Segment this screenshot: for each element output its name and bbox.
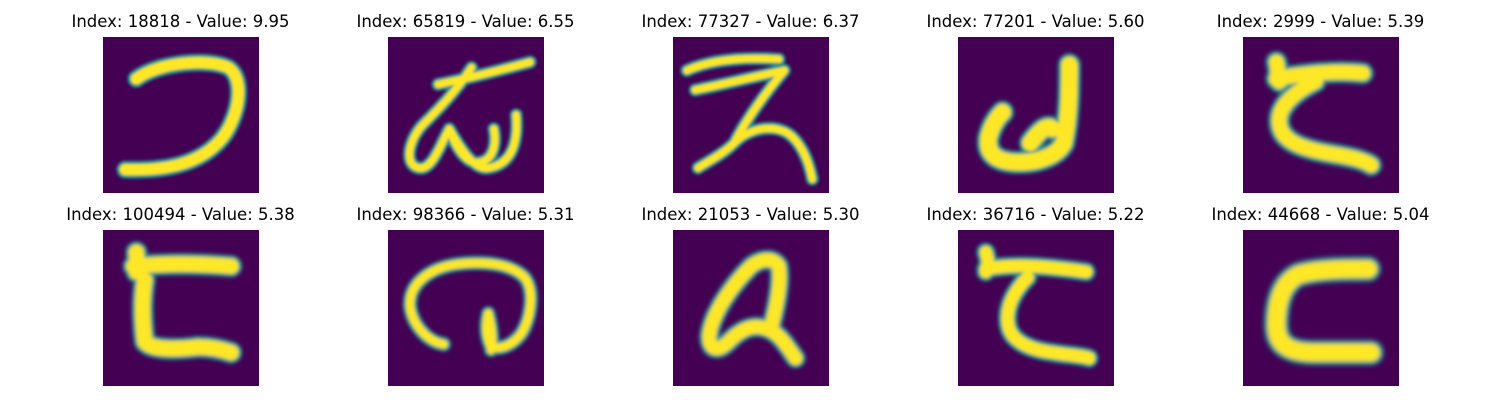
panel-title: Index: 98366 - Value: 5.31: [356, 205, 575, 224]
character-image: [958, 230, 1114, 386]
character-image: [1243, 37, 1399, 193]
character-image: [103, 37, 259, 193]
panel-title: Index: 21053 - Value: 5.30: [641, 205, 860, 224]
panel-title: Index: 77201 - Value: 5.60: [926, 12, 1145, 31]
panel-title: Index: 100494 - Value: 5.38: [66, 205, 295, 224]
panel-title: Index: 77327 - Value: 6.37: [641, 12, 860, 31]
panel-title: Index: 18818 - Value: 9.95: [71, 12, 290, 31]
panel-title: Index: 2999 - Value: 5.39: [1216, 12, 1425, 31]
character-image: [103, 230, 259, 386]
character-image: [673, 230, 829, 386]
panel-title: Index: 65819 - Value: 6.55: [356, 12, 575, 31]
character-image: [673, 37, 829, 193]
character-image: [388, 230, 544, 386]
character-image: [388, 37, 544, 193]
character-image: [1243, 230, 1399, 386]
character-image: [958, 37, 1114, 193]
panel-title: Index: 36716 - Value: 5.22: [926, 205, 1145, 224]
panel-title: Index: 44668 - Value: 5.04: [1211, 205, 1430, 224]
